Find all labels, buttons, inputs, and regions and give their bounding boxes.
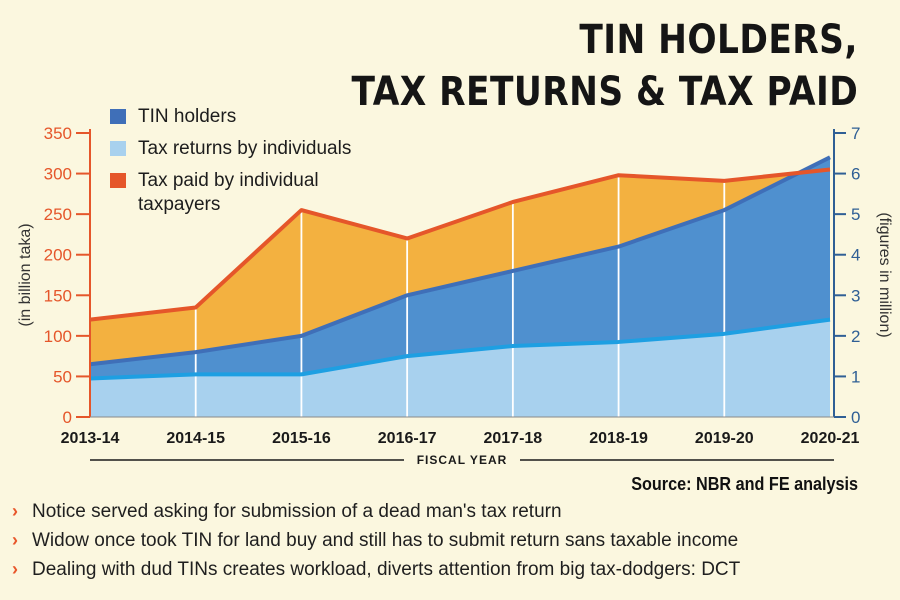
chevron-right-icon: › <box>12 530 18 550</box>
x-tick-label: 2018-19 <box>589 430 648 447</box>
right-tick-label: 1 <box>851 367 860 386</box>
bullet-text: Widow once took TIN for land buy and sti… <box>32 530 739 551</box>
x-tick-label: 2017-18 <box>483 430 542 447</box>
legend-swatch-tax-returns <box>110 141 126 156</box>
line-tax-returns-by-individuals <box>89 317 831 381</box>
left-axis-label: (in billion taka) <box>17 223 34 326</box>
bullet-text: Dealing with dud TINs creates workload, … <box>32 559 741 580</box>
right-tick-label: 0 <box>851 408 860 427</box>
x-tick-label: 2020-21 <box>801 430 860 447</box>
chart-axes: 0 50 100 150 200 250 300 350 (in billion taka) 0 1… <box>17 124 893 467</box>
right-tick-label: 5 <box>851 205 860 224</box>
chart-title-line-2: TAX RETURNS & TAX PAID <box>351 69 858 115</box>
chart-year-lines <box>194 177 726 417</box>
x-tick-label: 2015-16 <box>272 430 331 447</box>
right-axis-label: (figures in million) <box>876 212 893 337</box>
x-tick-label: 2019-20 <box>695 430 754 447</box>
x-tick-label: 2016-17 <box>378 430 437 447</box>
legend-label-tax-paid-line-1: Tax paid by individual <box>138 170 319 191</box>
right-tick-label: 3 <box>851 286 860 305</box>
legend-label-tin-holders: TIN holders <box>138 106 237 127</box>
legend-swatch-tax-paid <box>110 173 126 188</box>
left-tick-label: 100 <box>44 327 72 346</box>
x-tick-label: 2013-14 <box>61 430 120 447</box>
right-tick-label: 2 <box>851 327 860 346</box>
chevron-right-icon: › <box>12 501 18 521</box>
left-tick-label: 200 <box>44 246 72 265</box>
right-tick-label: 4 <box>851 246 860 265</box>
chart-series-lines <box>89 155 831 381</box>
bullet-list: › Notice served asking for submission of … <box>12 497 740 584</box>
legend-swatch-tin-holders <box>110 109 126 124</box>
legend-label-tax-returns: Tax returns by individuals <box>138 138 352 159</box>
bullet-item: › Dealing with dud TINs creates workload,… <box>12 555 740 584</box>
bullet-text: Notice served asking for submission of a… <box>32 501 562 522</box>
left-tick-label: 0 <box>63 408 72 427</box>
right-tick-label: 7 <box>851 124 860 143</box>
legend-label-tax-paid-line-2: taxpayers <box>138 194 221 215</box>
left-tick-label: 150 <box>44 286 72 305</box>
x-tick-label: 2014-15 <box>166 430 225 447</box>
chart-title-line-1: TIN HOLDERS, <box>579 17 858 63</box>
area-tax-returns-by-individuals <box>90 319 830 417</box>
bullet-item: › Widow once took TIN for land buy and st… <box>12 526 740 555</box>
left-tick-label: 350 <box>44 124 72 143</box>
line-tin-holders <box>89 155 831 367</box>
left-tick-label: 250 <box>44 205 72 224</box>
chart-areas <box>90 157 830 418</box>
bullet-item: › Notice served asking for submission of … <box>12 497 740 526</box>
chevron-right-icon: › <box>12 559 18 579</box>
left-tick-label: 300 <box>44 165 72 184</box>
left-tick-label: 50 <box>53 367 72 386</box>
x-axis-label: FISCAL YEAR <box>417 453 508 467</box>
line-tax-paid-by-individual-taxpayers <box>89 167 831 322</box>
right-tick-label: 6 <box>851 165 860 184</box>
source-note: Source: NBR and FE analysis <box>631 474 858 494</box>
